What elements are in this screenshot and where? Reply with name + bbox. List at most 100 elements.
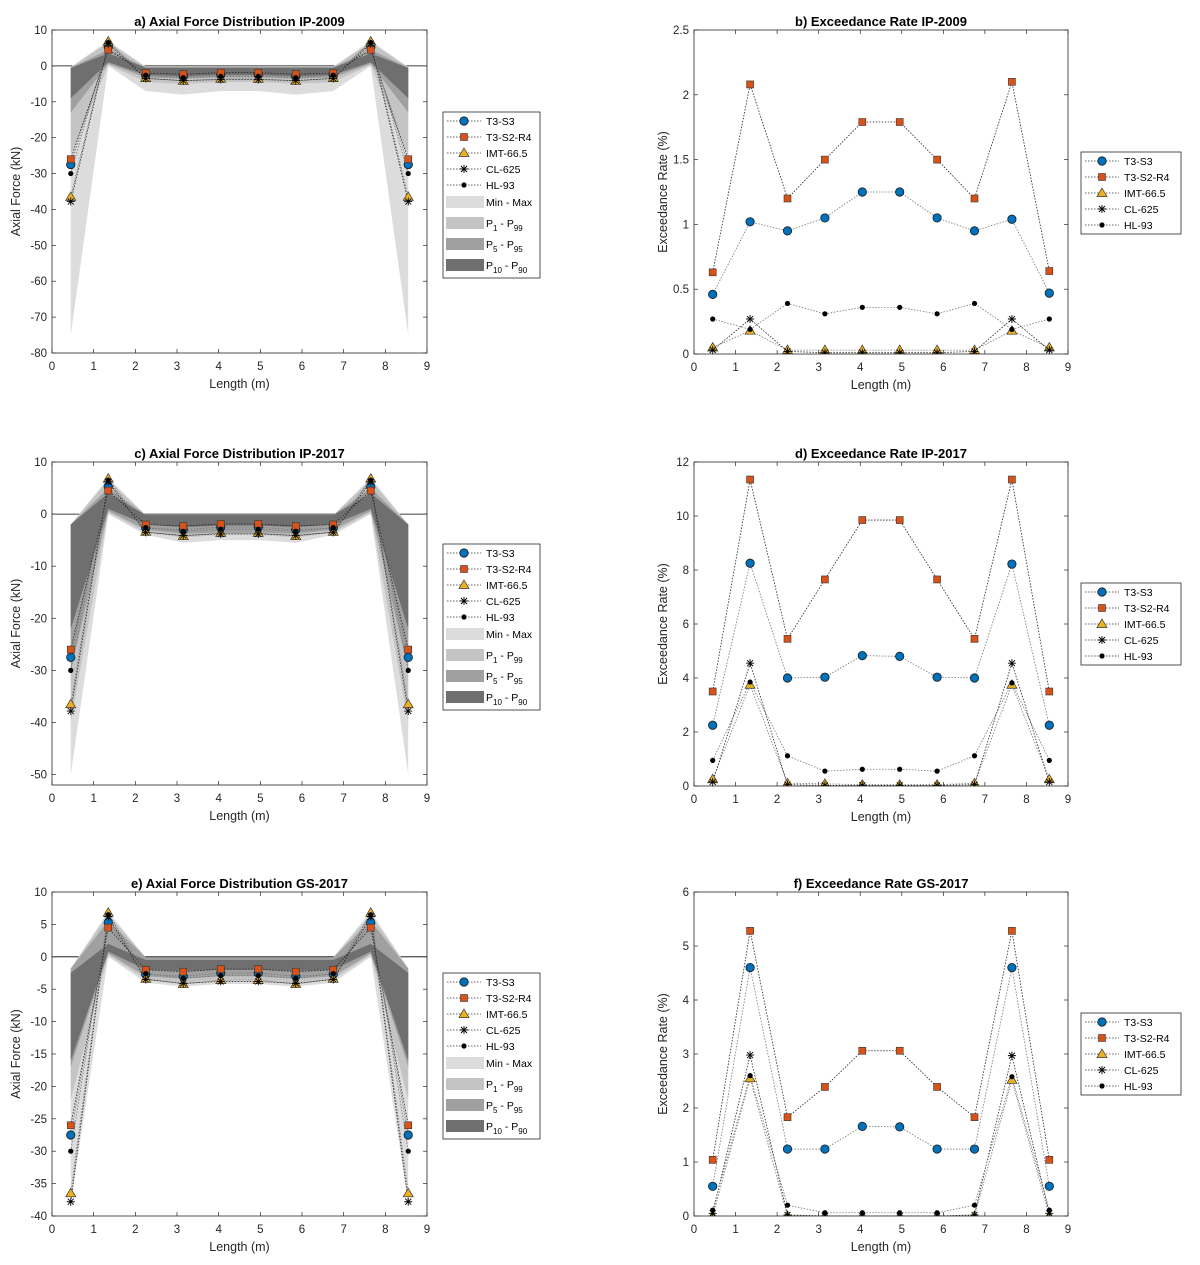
series-hl-93 <box>70 41 409 174</box>
marker-asterisk <box>254 977 263 986</box>
x-tick-label: 4 <box>857 362 864 374</box>
marker-dot <box>405 667 411 673</box>
x-tick-label: 0 <box>691 1224 697 1236</box>
marker-dot <box>405 1148 411 1154</box>
y-tick-label: -50 <box>30 770 47 782</box>
marker-square <box>970 1113 979 1121</box>
x-tick-label: 7 <box>340 361 346 373</box>
legend-label: T3-S2-R4 <box>1124 172 1170 184</box>
x-tick-label: 4 <box>857 794 864 806</box>
y-tick-label: 0 <box>683 349 689 361</box>
marker-dot <box>143 72 149 78</box>
x-tick-label: 3 <box>174 361 180 373</box>
marker-circle <box>708 289 718 299</box>
x-axis-label: Length (m) <box>851 378 911 392</box>
series-line <box>712 318 1050 354</box>
marker-asterisk <box>1045 777 1054 786</box>
marker-asterisk <box>933 781 942 786</box>
marker-circle <box>459 977 469 987</box>
marker-circle <box>932 1144 942 1154</box>
marker-circle <box>1007 559 1017 569</box>
legend-sep: - <box>497 671 506 683</box>
marker-asterisk <box>404 1197 413 1206</box>
marker-square <box>708 1156 717 1164</box>
marker-dot <box>105 912 111 918</box>
marker-dot <box>747 1073 753 1079</box>
y-tick-label: -30 <box>30 665 47 677</box>
marker-circle <box>66 652 76 662</box>
legend-box <box>442 543 541 711</box>
marker-asterisk <box>933 348 942 354</box>
legend-item: T3-S2-R4 <box>447 132 532 144</box>
marker-square <box>366 923 375 932</box>
plot-area <box>52 35 427 336</box>
legend-p: P <box>486 650 493 662</box>
legend-item: CL-625 <box>447 596 521 608</box>
series-line <box>70 485 409 658</box>
marker-circle <box>1097 1017 1107 1027</box>
legend-sep: - <box>497 1079 506 1091</box>
legend-label: P1 - P99 <box>486 650 523 665</box>
legend-sub: 5 <box>493 677 498 686</box>
marker-square <box>933 155 941 164</box>
chart-title: a) Axial Force Distribution IP-2009 <box>134 14 344 29</box>
series-line <box>712 1076 1050 1216</box>
x-tick-label: 1 <box>732 794 738 806</box>
x-tick-label: 5 <box>257 793 263 805</box>
legend-sub: 95 <box>514 245 523 254</box>
legend-label: CL-625 <box>1124 1065 1159 1077</box>
marker-square <box>821 1083 829 1091</box>
y-tick-label: -10 <box>30 97 47 109</box>
series-line <box>712 479 1050 692</box>
legend: T3-S3 T3-S2-R4 IMT-66.5 CL-625 HL-93 Min - Ma… <box>442 972 541 1140</box>
marker-dot <box>218 526 224 532</box>
legend-label: T3-S3 <box>486 977 515 989</box>
y-axis-label: Axial Force (kN) <box>9 1009 23 1099</box>
legend-label: T3-S2-R4 <box>1124 1033 1170 1045</box>
legend-sep: - <box>497 650 506 662</box>
legend-item: CL-625 <box>1085 635 1159 647</box>
legend-item: T3-S3 <box>447 548 515 560</box>
axes-box <box>51 29 428 354</box>
legend-label: T3-S3 <box>1124 1017 1153 1029</box>
series-line <box>712 661 1050 786</box>
marker-asterisk <box>329 975 338 984</box>
series-t3-s2-r4 <box>712 930 1050 1160</box>
y-axis-label: Exceedance Rate (%) <box>656 563 670 685</box>
band-p10_90 <box>70 943 409 1061</box>
series-imt-66.5 <box>712 1076 1050 1216</box>
x-tick-label: 3 <box>815 1224 821 1236</box>
axes-box <box>693 29 1069 355</box>
x-tick-label: 7 <box>982 362 988 374</box>
marker-asterisk <box>291 76 300 85</box>
series-t3-s3 <box>712 967 1050 1187</box>
legend-p: P <box>486 1079 493 1091</box>
marker-asterisk <box>291 979 300 988</box>
x-tick-label: 9 <box>424 793 430 805</box>
legend-swatch <box>446 1057 484 1069</box>
marker-dot <box>330 525 336 531</box>
marker-square <box>708 687 717 696</box>
marker-circle <box>969 673 980 683</box>
marker-circle <box>1097 587 1107 597</box>
series-line <box>712 967 1050 1187</box>
chart-panel-4: 0 1 2 3 4 5 6 7 8 91050-5-10-15-20-25-30-35-40e) … <box>9 876 541 1254</box>
y-tick-label: -20 <box>30 1081 47 1093</box>
marker-asterisk <box>179 76 188 85</box>
marker-dot <box>368 39 374 46</box>
marker-dot <box>859 1210 865 1216</box>
x-tick-label: 9 <box>424 1224 430 1236</box>
marker-circle <box>820 672 830 682</box>
y-tick-label: -5 <box>37 984 47 996</box>
legend-p: P <box>486 1121 493 1133</box>
marker-square <box>746 927 754 935</box>
legend-sub: 95 <box>514 677 523 686</box>
chart-title: f) Exceedance Rate GS-2017 <box>794 876 969 891</box>
legend-label: T3-S3 <box>1124 587 1153 599</box>
marker-dot <box>897 766 903 772</box>
marker-dot <box>180 528 186 534</box>
marker-asterisk <box>708 346 717 354</box>
x-tick-label: 7 <box>340 1224 346 1236</box>
marker-dot <box>822 311 828 317</box>
marker-dot <box>68 1148 74 1154</box>
